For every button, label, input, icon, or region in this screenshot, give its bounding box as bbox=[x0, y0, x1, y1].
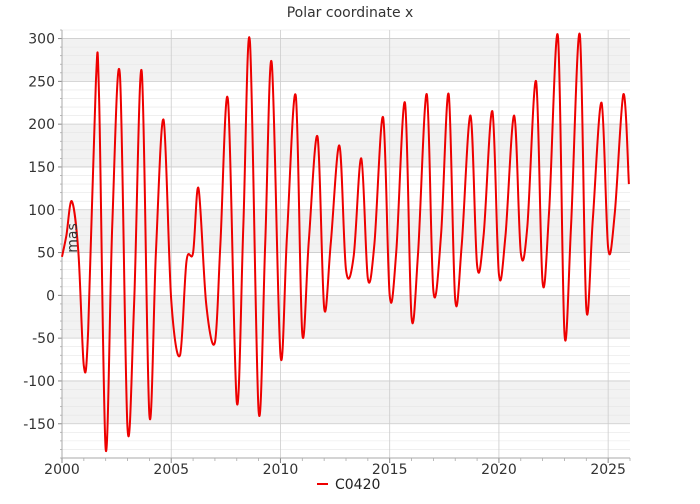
y-tick-label: 0 bbox=[46, 288, 55, 304]
legend-label-C0420: C0420 bbox=[335, 477, 380, 493]
x-tick-label: 2010 bbox=[263, 462, 299, 478]
grid-band bbox=[62, 39, 630, 82]
grid-band bbox=[62, 124, 630, 167]
grid-band bbox=[62, 381, 630, 424]
x-tick-label: 2000 bbox=[44, 462, 80, 478]
x-tick-label: 2015 bbox=[372, 462, 408, 478]
y-tick-label: 100 bbox=[28, 203, 55, 219]
x-tick-label: 2025 bbox=[590, 462, 626, 478]
y-tick-label: 50 bbox=[37, 246, 55, 262]
x-tick-label: 2020 bbox=[481, 462, 517, 478]
chart-title: Polar coordinate x bbox=[287, 5, 414, 21]
x-tick-label: 2005 bbox=[153, 462, 189, 478]
y-tick-label: 250 bbox=[28, 74, 55, 90]
y-tick-label: -50 bbox=[32, 331, 55, 347]
y-tick-label: 200 bbox=[28, 117, 55, 133]
y-tick-label: 300 bbox=[28, 32, 55, 48]
grid-band bbox=[62, 210, 630, 253]
legend: C0420 bbox=[317, 477, 380, 493]
y-axis-label: mas bbox=[65, 223, 81, 253]
y-tick-label: 150 bbox=[28, 160, 55, 176]
y-tick-label: -150 bbox=[23, 417, 55, 433]
y-tick-label: -100 bbox=[23, 374, 55, 390]
